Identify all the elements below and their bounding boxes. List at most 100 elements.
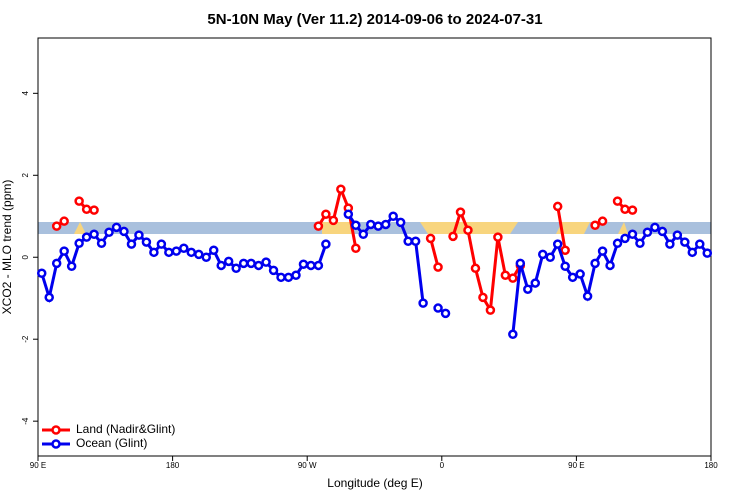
data-point xyxy=(695,239,705,249)
data-point xyxy=(470,263,481,274)
x-tick-label: 90 E xyxy=(30,461,46,470)
data-point xyxy=(59,246,69,256)
data-point xyxy=(156,239,167,249)
data-point xyxy=(493,232,503,242)
data-point xyxy=(627,205,638,215)
plot-frame xyxy=(37,37,712,457)
data-point xyxy=(657,226,668,237)
y-tick-label: -2 xyxy=(21,335,30,343)
data-point xyxy=(186,247,197,258)
data-point xyxy=(313,221,324,231)
data-point xyxy=(665,239,675,249)
data-point xyxy=(216,260,226,271)
data-point xyxy=(560,245,570,256)
data-point xyxy=(321,209,331,219)
data-point xyxy=(650,222,660,233)
data-point xyxy=(418,298,428,308)
data-point xyxy=(328,215,339,226)
data-point xyxy=(343,209,354,219)
data-point xyxy=(380,219,391,230)
land-band xyxy=(322,222,352,234)
data-point xyxy=(104,227,114,237)
data-point xyxy=(582,291,593,301)
data-point xyxy=(590,220,600,231)
data-point xyxy=(119,226,129,237)
data-point xyxy=(530,278,541,288)
data-point xyxy=(567,272,578,283)
data-point xyxy=(440,308,451,319)
data-point xyxy=(455,207,466,217)
data-point xyxy=(642,227,653,237)
data-point xyxy=(351,220,361,231)
data-point xyxy=(164,247,174,258)
data-point xyxy=(485,305,496,315)
data-point xyxy=(523,284,533,294)
data-point xyxy=(687,247,698,258)
data-point xyxy=(179,243,189,253)
data-point xyxy=(126,239,137,249)
data-point xyxy=(395,217,406,228)
legend-label: Ocean (Glint) xyxy=(76,436,147,450)
data-point xyxy=(81,204,92,215)
data-point xyxy=(545,252,555,262)
data-point xyxy=(66,261,77,272)
x-tick-label: 0 xyxy=(440,461,445,470)
data-point xyxy=(702,248,713,258)
data-point xyxy=(96,238,107,249)
data-point xyxy=(403,236,413,247)
data-point xyxy=(268,265,279,276)
data-point xyxy=(36,268,47,278)
data-point xyxy=(351,243,361,253)
data-point xyxy=(44,292,54,303)
data-point xyxy=(291,270,301,281)
data-point xyxy=(81,232,92,242)
chart-title: 5N-10N May (Ver 11.2) 2014-09-06 to 2024… xyxy=(207,11,542,28)
data-point xyxy=(358,229,369,240)
legend-label: Land (Nadir&Glint) xyxy=(76,422,175,436)
data-point xyxy=(74,196,84,206)
data-point xyxy=(680,237,690,247)
data-point xyxy=(276,272,286,283)
data-point xyxy=(478,292,488,303)
legend-marker xyxy=(51,439,61,449)
data-point xyxy=(597,216,608,226)
data-point xyxy=(627,229,638,240)
data-point xyxy=(111,222,122,233)
data-point xyxy=(261,257,271,267)
data-point xyxy=(208,245,219,256)
data-point xyxy=(134,230,144,240)
data-point xyxy=(336,184,346,194)
data-point xyxy=(321,239,331,249)
data-point xyxy=(171,246,182,256)
data-point xyxy=(141,237,152,247)
data-point xyxy=(231,263,241,274)
data-point xyxy=(635,238,645,249)
data-point xyxy=(515,258,526,269)
data-point xyxy=(590,258,600,269)
x-tick-label: 180 xyxy=(166,461,180,470)
data-point xyxy=(612,238,623,249)
data-point xyxy=(59,216,69,226)
data-point xyxy=(223,256,234,267)
data-point xyxy=(149,247,159,258)
data-point xyxy=(597,246,608,256)
data-point xyxy=(89,205,99,215)
data-point xyxy=(373,221,383,231)
data-point xyxy=(575,269,585,279)
y-axis-label: XCO2 - MLO trend (ppm) xyxy=(0,180,14,315)
data-point xyxy=(620,204,630,215)
land-band xyxy=(556,222,590,234)
data-point xyxy=(410,236,421,247)
data-point xyxy=(283,272,294,283)
data-point xyxy=(298,259,309,269)
data-point xyxy=(246,258,256,269)
land-band xyxy=(74,222,86,234)
data-point xyxy=(552,239,563,249)
data-point xyxy=(201,252,211,262)
data-point xyxy=(306,260,316,271)
data-point xyxy=(89,229,99,240)
y-tick-label: 0 xyxy=(21,254,30,259)
x-axis-label: Longitude (deg E) xyxy=(327,476,422,490)
data-point xyxy=(366,219,376,230)
